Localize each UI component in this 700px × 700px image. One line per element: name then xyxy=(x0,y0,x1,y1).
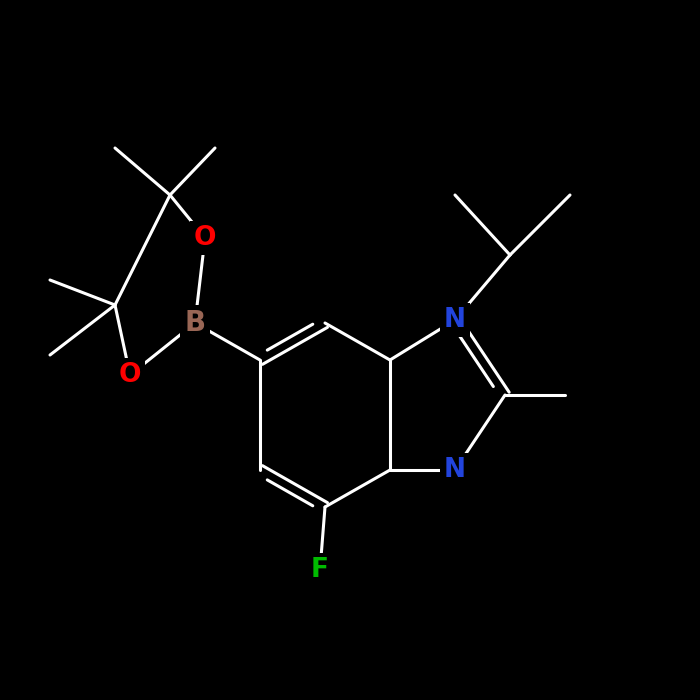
Text: N: N xyxy=(444,307,466,333)
Text: B: B xyxy=(184,309,206,337)
Text: O: O xyxy=(194,225,216,251)
Text: O: O xyxy=(119,362,141,388)
Text: N: N xyxy=(444,457,466,483)
Text: F: F xyxy=(311,557,329,583)
